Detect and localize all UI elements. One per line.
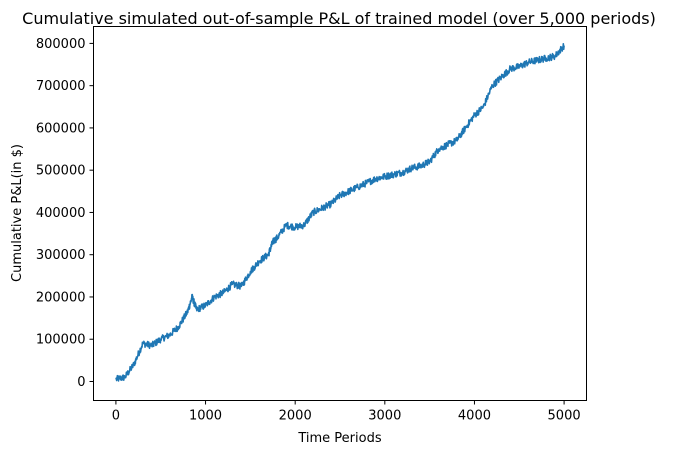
series-line (115, 43, 565, 382)
x-tick-label: 1000 (189, 409, 222, 424)
x-axis-label: Time Periods (297, 431, 381, 446)
y-tick-label: 0 (77, 375, 85, 390)
x-tick-label: 2000 (279, 409, 312, 424)
x-axis: 0 1000 2000 3000 4000 5000 (112, 400, 581, 424)
y-tick-label: 600000 (36, 121, 86, 136)
y-tick-label: 100000 (36, 333, 86, 348)
chart-title: Cumulative simulated out-of-sample P&L o… (22, 9, 656, 28)
y-tick-label: 400000 (36, 206, 86, 221)
x-tick-label: 3000 (368, 409, 401, 424)
y-tick-label: 300000 (36, 248, 86, 263)
y-axis-label: Cumulative P&L(in $) (10, 144, 25, 282)
y-tick-label: 800000 (36, 37, 86, 52)
y-axis: 0 100000 200000 300000 400000 500000 600000 700… (36, 37, 94, 390)
y-tick-label: 700000 (36, 79, 86, 94)
y-tick-label: 500000 (36, 164, 86, 179)
x-tick-label: 4000 (458, 409, 491, 424)
x-tick-label: 0 (112, 409, 120, 424)
plot-frame (93, 26, 587, 401)
x-tick-label: 5000 (548, 409, 581, 424)
y-tick-label: 200000 (36, 290, 86, 305)
